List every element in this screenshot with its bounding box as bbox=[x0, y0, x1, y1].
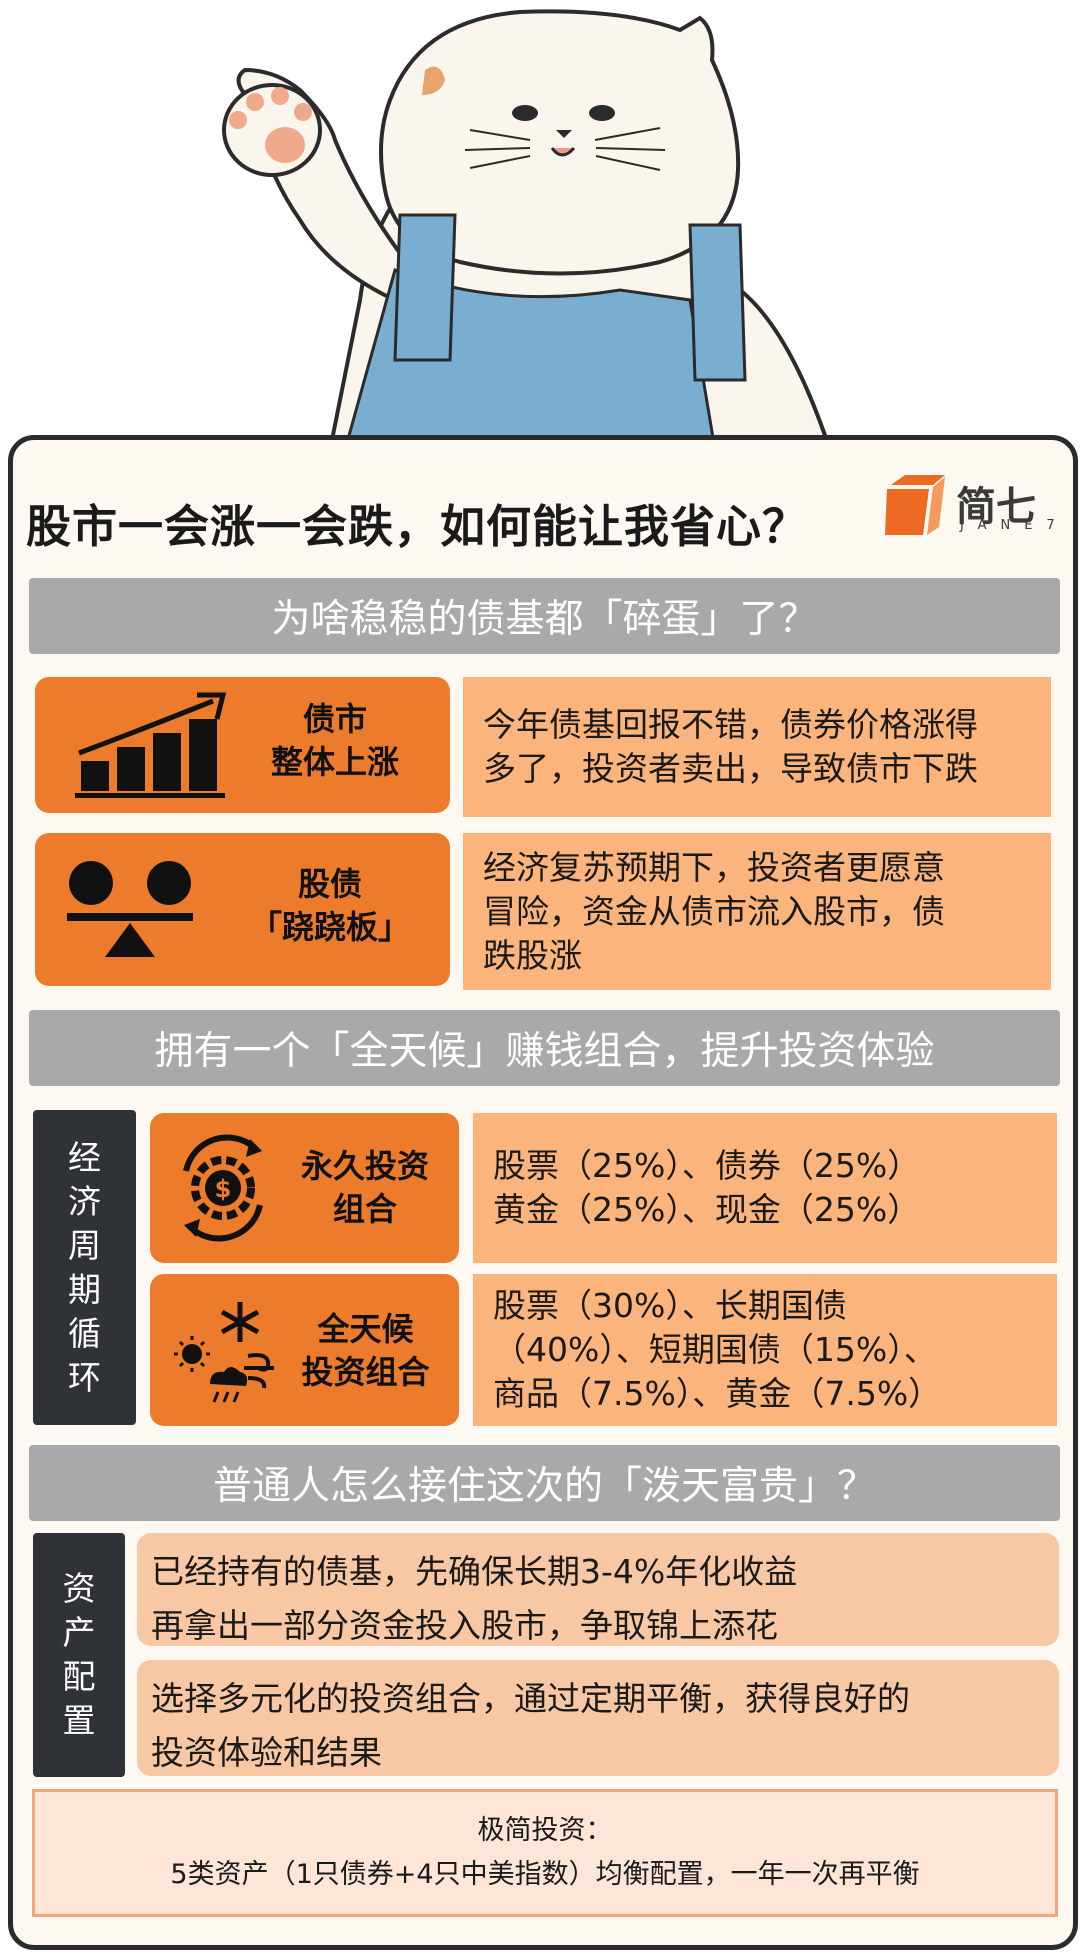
card-all-weather-portfolio: 全天候 投资组合 bbox=[150, 1274, 459, 1426]
brand-subtitle: JANE7 bbox=[960, 518, 1069, 533]
bar-growth-icon bbox=[75, 692, 227, 798]
card-seesaw: 股债 「跷跷板」 bbox=[35, 833, 450, 986]
side-label-asset-allocation-text: 资产配置 bbox=[62, 1569, 96, 1740]
dollar-cycle-icon: $ bbox=[183, 1134, 263, 1242]
tip-item-hold-bond-fund: 已经持有的债基，先确保长期3-4%年化收益 再拿出一部分资金投入股市，争取锦上添… bbox=[137, 1533, 1059, 1646]
card-permanent-portfolio-label: 永久投资 组合 bbox=[300, 1147, 429, 1228]
card-bond-rise: 债市 整体上涨 bbox=[35, 677, 450, 813]
card-bond-rise-detail: 今年债基回报不错，债券价格涨得 多了，投资者卖出，导致债市下跌 bbox=[463, 677, 1051, 817]
footer-summary: 极简投资： 5类资产（1只债券+4只中美指数）均衡配置，一年一次再平衡 bbox=[32, 1789, 1058, 1917]
brand-name: 简七 bbox=[956, 484, 1036, 530]
card-permanent-portfolio: $ 永久投资 组合 bbox=[150, 1113, 459, 1263]
section-heading-all-weather: 拥有一个「全天候」赚钱组合，提升投资体验 bbox=[29, 1010, 1060, 1086]
card-all-weather-label: 全天候 投资组合 bbox=[301, 1310, 430, 1391]
card-permanent-portfolio-text: 股票（25%）、债券（25%） 黄金（25%）、现金（25%） bbox=[493, 1146, 921, 1229]
card-bond-rise-label: 债市 整体上涨 bbox=[270, 700, 399, 781]
card-permanent-portfolio-detail: 股票（25%）、债券（25%） 黄金（25%）、现金（25%） bbox=[473, 1113, 1057, 1263]
card-seesaw-detail: 经济复苏预期下，投资者更愿意 冒险，资金从债市流入股市，债 跌股涨 bbox=[463, 833, 1051, 990]
card-seesaw-text: 经济复苏预期下，投资者更愿意 冒险，资金从债市流入股市，债 跌股涨 bbox=[483, 847, 945, 975]
tip-item-diversify: 选择多元化的投资组合，通过定期平衡，获得良好的 投资体验和结果 bbox=[137, 1660, 1059, 1776]
card-bond-rise-text: 今年债基回报不错，债券价格涨得 多了，投资者卖出，导致债市下跌 bbox=[483, 705, 978, 788]
side-label-economic-cycle: 经济周期循环 bbox=[33, 1110, 136, 1425]
section-heading-wealth: 普通人怎么接住这次的「泼天富贵」？ bbox=[29, 1445, 1060, 1521]
footer-title: 极简投资： bbox=[477, 1815, 613, 1846]
section-heading-bond-drop: 为啥稳稳的债基都「碎蛋」了？ bbox=[29, 578, 1060, 654]
side-label-economic-cycle-text: 经济周期循环 bbox=[68, 1137, 101, 1397]
footer-text: 5类资产（1只债券+4只中美指数）均衡配置，一年一次再平衡 bbox=[170, 1859, 920, 1890]
card-all-weather-detail: 股票（30%）、长期国债 （40%）、短期国债（15%）、 商品（7.5%）、黄… bbox=[473, 1274, 1057, 1426]
weather-icon bbox=[174, 1302, 274, 1403]
seesaw-icon bbox=[67, 861, 193, 957]
brand-logo bbox=[885, 475, 945, 535]
cat-illustration bbox=[222, 9, 833, 450]
card-all-weather-text: 股票（30%）、长期国债 （40%）、短期国债（15%）、 商品（7.5%）、黄… bbox=[493, 1286, 942, 1413]
page-title: 股市一会涨一会跌，如何能让我省心？ bbox=[26, 500, 809, 553]
card-seesaw-label: 股债 「跷跷板」 bbox=[249, 865, 410, 946]
svg-text:$: $ bbox=[215, 1175, 232, 1203]
side-label-asset-allocation: 资产配置 bbox=[33, 1533, 125, 1777]
